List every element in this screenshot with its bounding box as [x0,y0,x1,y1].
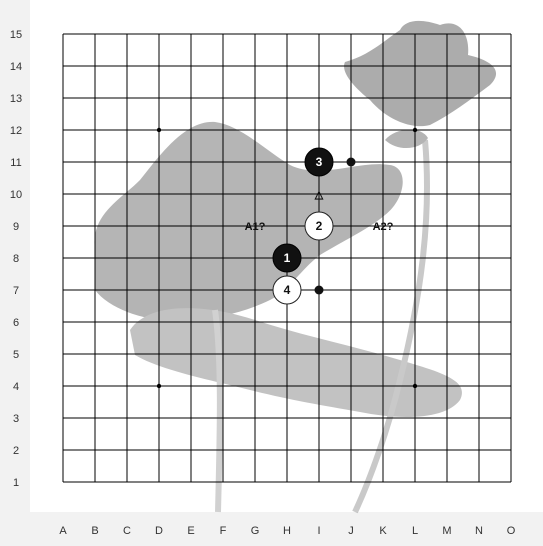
col-label-L: L [412,525,418,537]
col-label-D: D [155,525,163,537]
row-label-10: 10 [10,189,22,201]
annotation-G9: A1? [245,221,266,233]
stone-number-4: 4 [284,283,291,297]
left-margin-panel [0,0,30,546]
col-label-G: G [251,525,260,537]
lotus-stem-right [352,139,431,514]
star-point-D4 [156,383,162,389]
col-label-J: J [348,525,354,537]
stone-number-2: 2 [316,219,323,233]
mark-J11 [346,157,356,167]
lotus-bud [385,129,428,149]
col-label-B: B [91,525,98,537]
row-label-2: 2 [13,445,19,457]
col-label-N: N [475,525,483,537]
black-stone-3[interactable] [304,147,334,177]
white-stone-4[interactable] [272,275,302,305]
star-point-D12 [156,127,162,133]
row-label-13: 13 [10,93,22,105]
row-label-7: 7 [13,285,19,297]
star-point-L4 [412,383,418,389]
row-label-12: 12 [10,125,22,137]
row-label-14: 14 [10,61,22,73]
annotation-K9: A2? [373,221,394,233]
star-point-L12 [412,127,418,133]
col-label-C: C [123,525,131,537]
mark-I7 [314,285,324,295]
col-label-M: M [442,525,451,537]
row-label-11: 11 [10,157,21,169]
row-label-15: 15 [10,29,22,41]
small-marks [314,157,356,295]
col-label-E: E [187,525,194,537]
annotations: A1? A2? △ [245,189,394,233]
col-label-H: H [283,525,291,537]
row-label-8: 8 [13,253,19,265]
row-label-5: 5 [13,349,19,361]
row-label-1: 1 [13,477,19,489]
col-label-I: I [317,525,320,537]
row-label-6: 6 [13,317,19,329]
black-stone-1[interactable] [272,243,302,273]
annotation-I10: △ [314,189,324,201]
col-label-K: K [379,525,387,537]
lotus-leaf-lower [130,308,462,417]
stones: 1 2 3 4 [272,147,334,305]
col-label-O: O [507,525,516,537]
col-label-F: F [220,525,227,537]
row-label-3: 3 [13,413,19,425]
lotus-flower [344,20,497,127]
star-points [156,127,418,389]
lotus-stem-left [212,309,223,513]
stone-number-1: 1 [284,251,291,265]
row-label-9: 9 [13,221,19,233]
row-label-4: 4 [13,381,19,393]
bottom-margin-panel [0,512,543,546]
col-label-A: A [59,525,67,537]
board-grid [62,33,512,483]
white-stone-2[interactable] [304,211,334,241]
stone-number-3: 3 [316,155,323,169]
